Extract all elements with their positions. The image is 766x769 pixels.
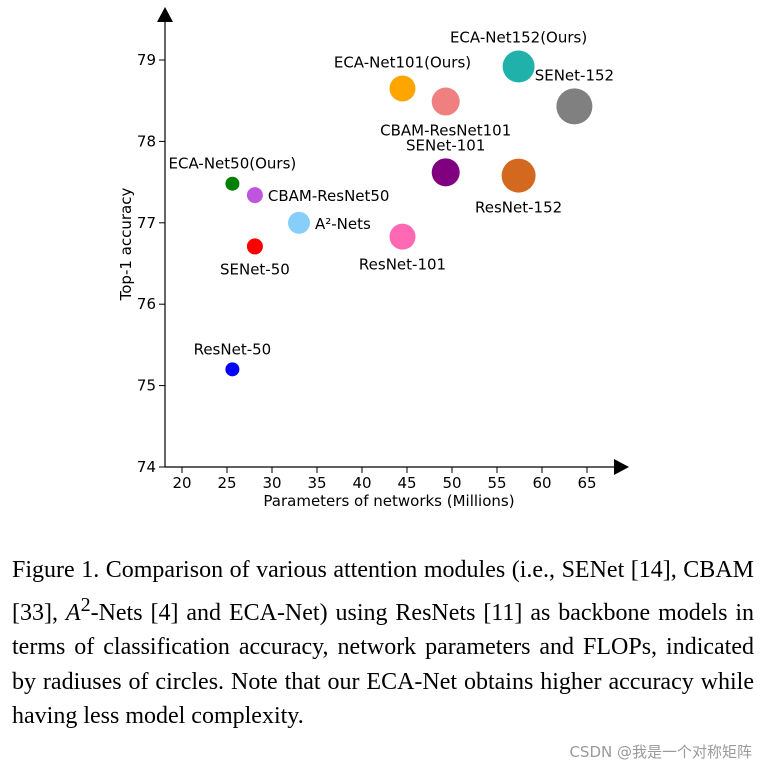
data-point-label: ECA-Net50(Ours) xyxy=(169,155,297,173)
y-axis-title: Top-1 accuracy xyxy=(117,188,135,302)
data-point-label: SENet-50 xyxy=(220,260,290,278)
x-tick-label: 25 xyxy=(217,474,236,492)
x-axis-arrow xyxy=(614,459,629,475)
data-point xyxy=(389,75,416,102)
watermark: CSDN @我是一个对称矩阵 xyxy=(569,743,752,761)
data-point-label: ResNet-50 xyxy=(194,340,272,358)
data-point xyxy=(288,211,310,234)
data-point xyxy=(389,223,416,250)
data-point-label: ResNet-152 xyxy=(475,199,562,217)
data-point-label: SENet-101 xyxy=(406,136,485,154)
data-point xyxy=(431,158,460,187)
x-tick-label: 35 xyxy=(307,474,326,492)
y-ticks: 74 75 76 77 78 79 xyxy=(137,51,165,476)
data-points: ResNet-50 SENet-50 A²-Nets ECA-Net50(Ours) C… xyxy=(169,29,614,377)
y-tick-label: 75 xyxy=(137,377,156,395)
data-point-label: ResNet-101 xyxy=(359,256,446,274)
x-axis-title: Parameters of networks (Millions) xyxy=(263,492,514,510)
x-tick-label: 60 xyxy=(532,474,551,492)
data-point xyxy=(501,158,536,193)
data-point xyxy=(246,238,263,255)
y-tick-label: 79 xyxy=(137,51,156,69)
data-point-label: ECA-Net152(Ours) xyxy=(450,29,587,47)
caption-sup: 2 xyxy=(80,593,91,616)
data-point-label: A²-Nets xyxy=(315,215,371,233)
caption-italic: A xyxy=(65,599,81,626)
y-tick-label: 76 xyxy=(137,295,156,313)
y-axis-arrow xyxy=(157,7,173,22)
data-point xyxy=(502,50,535,83)
data-point-label: ECA-Net101(Ours) xyxy=(334,53,471,71)
x-tick-label: 40 xyxy=(352,474,371,492)
caption-part1: Figure 1. Comparison of various attentio… xyxy=(12,557,754,626)
data-point xyxy=(431,87,460,116)
x-ticks: 20 25 30 35 40 45 50 55 60 65 xyxy=(172,467,597,492)
data-point xyxy=(246,187,263,204)
x-tick-label: 30 xyxy=(262,474,281,492)
scatter-chart: 74 75 76 77 78 79 20 25 30 35 40 45 50 55 60 65 ResNet… xyxy=(117,7,629,510)
figure-caption: Figure 1. Comparison of various attentio… xyxy=(12,553,754,734)
y-tick-label: 78 xyxy=(137,132,156,150)
data-point xyxy=(556,88,593,125)
data-point xyxy=(225,176,240,191)
x-tick-label: 50 xyxy=(442,474,461,492)
data-point-label: SENet-152 xyxy=(535,66,614,84)
x-tick-label: 65 xyxy=(577,474,596,492)
y-tick-label: 77 xyxy=(137,214,156,232)
data-point-label: CBAM-ResNet101 xyxy=(380,122,511,140)
x-tick-label: 20 xyxy=(172,474,191,492)
x-tick-label: 55 xyxy=(487,474,506,492)
y-tick-label: 74 xyxy=(137,458,156,476)
data-point-label: CBAM-ResNet50 xyxy=(268,187,390,205)
x-tick-label: 45 xyxy=(397,474,416,492)
data-point xyxy=(225,362,240,377)
caption-part2: -Nets [4] and ECA-Net) using ResNets [11… xyxy=(12,599,755,730)
